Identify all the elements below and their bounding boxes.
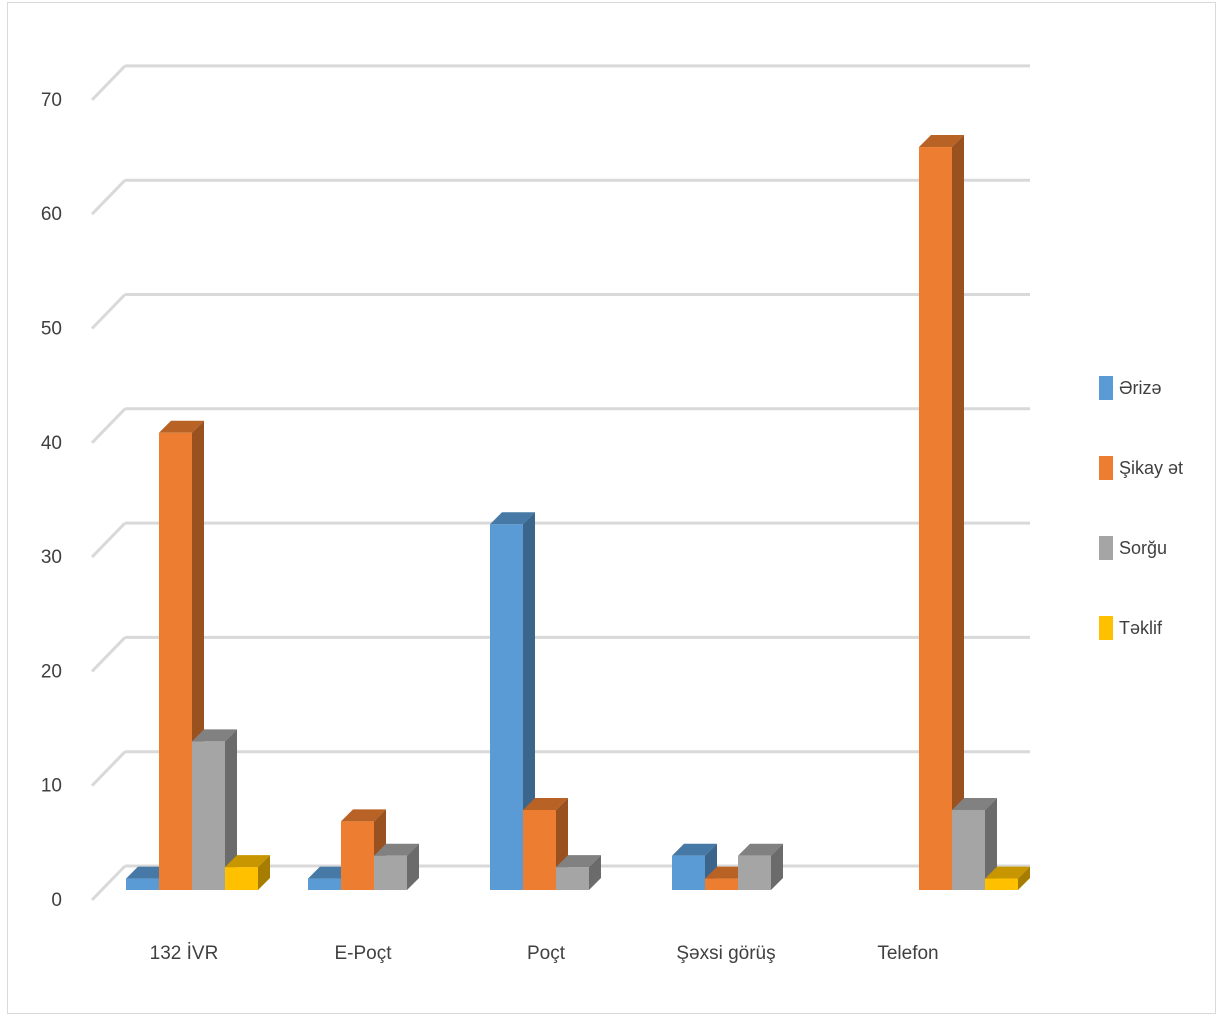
bar-top xyxy=(985,866,1030,879)
gridlines xyxy=(90,64,1030,902)
gridline-diagonal xyxy=(90,179,127,216)
bar-front xyxy=(225,867,258,890)
bar xyxy=(523,797,568,890)
bar-side xyxy=(771,843,783,890)
bar-top xyxy=(523,797,568,810)
legend-swatch xyxy=(1099,616,1113,640)
legend-label: Təklif xyxy=(1119,618,1163,638)
x-tick-label: Şəxsi görüş xyxy=(676,943,775,964)
bar-front xyxy=(919,147,952,891)
y-tick-label: 40 xyxy=(41,433,62,454)
legend-swatch xyxy=(1099,456,1113,480)
x-axis-labels: 132 İVR E-Poçt Poçt Şəxsi görüş Telefon xyxy=(150,943,939,964)
bar-front xyxy=(341,821,374,890)
y-tick-label: 50 xyxy=(41,319,62,340)
bar-front xyxy=(672,855,705,890)
bar-side xyxy=(985,797,997,890)
bar-top xyxy=(672,843,717,856)
bar-top xyxy=(919,135,964,148)
bar-side xyxy=(1018,866,1030,890)
bar xyxy=(490,512,535,890)
x-tick-label: Telefon xyxy=(877,943,938,964)
bar-front xyxy=(556,867,589,890)
bar-top xyxy=(374,843,419,856)
bar-front xyxy=(192,741,225,890)
bar-top xyxy=(490,512,535,525)
bar-side xyxy=(225,729,237,890)
gridline-diagonal xyxy=(90,293,127,330)
bar-top xyxy=(341,809,386,822)
y-tick-label: 0 xyxy=(51,890,62,911)
legend-label: Şikay ət xyxy=(1119,458,1183,478)
bar-front xyxy=(308,878,341,890)
y-tick-label: 60 xyxy=(41,204,62,225)
bar-front xyxy=(523,809,556,890)
bar-front xyxy=(374,855,407,890)
gridline-diagonal xyxy=(90,636,127,673)
bar-top xyxy=(192,729,237,742)
bar-top xyxy=(556,855,601,868)
y-tick-label: 10 xyxy=(41,776,62,797)
bar-side xyxy=(523,512,535,890)
y-tick-label: 70 xyxy=(41,90,62,111)
bar-front xyxy=(490,524,523,890)
gridline-diagonal xyxy=(90,407,127,444)
bar-top xyxy=(225,855,270,868)
bar-front xyxy=(738,855,771,890)
bar xyxy=(556,855,601,890)
bar-top xyxy=(738,843,783,856)
bar xyxy=(738,843,783,890)
bar-side xyxy=(407,843,419,890)
gridline-diagonal xyxy=(90,864,127,902)
y-axis-ticks: 0 10 20 30 40 50 60 70 xyxy=(41,90,62,911)
bar-side xyxy=(952,135,964,891)
y-tick-label: 30 xyxy=(41,547,62,568)
bar-front xyxy=(126,878,159,890)
bar xyxy=(341,809,386,890)
bars xyxy=(126,135,1030,891)
legend-swatch xyxy=(1099,536,1113,560)
gridline-diagonal xyxy=(90,750,127,787)
x-tick-label: Poçt xyxy=(527,943,566,964)
bar-front xyxy=(159,432,192,890)
gridline-diagonal xyxy=(90,64,127,101)
bar-side xyxy=(589,855,601,890)
bar xyxy=(192,729,237,890)
bar xyxy=(919,135,964,891)
gridline-diagonal xyxy=(90,522,127,559)
bar-front xyxy=(705,878,738,890)
legend: Ərizə Şikay ət Sorğu Təklif xyxy=(1099,376,1183,640)
bar xyxy=(985,866,1030,890)
x-tick-label: E-Poçt xyxy=(334,943,392,964)
legend-label: Sorğu xyxy=(1119,538,1167,558)
y-tick-label: 20 xyxy=(41,661,62,682)
bar xyxy=(374,843,419,890)
bar-side xyxy=(258,855,270,890)
bar-top xyxy=(952,797,997,810)
bar-front xyxy=(952,809,985,890)
bar xyxy=(225,855,270,890)
legend-label: Ərizə xyxy=(1119,378,1162,398)
legend-swatch xyxy=(1099,376,1113,400)
x-tick-label: 132 İVR xyxy=(150,943,219,964)
bar xyxy=(952,797,997,890)
bar-top xyxy=(159,420,204,433)
bar-front xyxy=(985,878,1018,890)
